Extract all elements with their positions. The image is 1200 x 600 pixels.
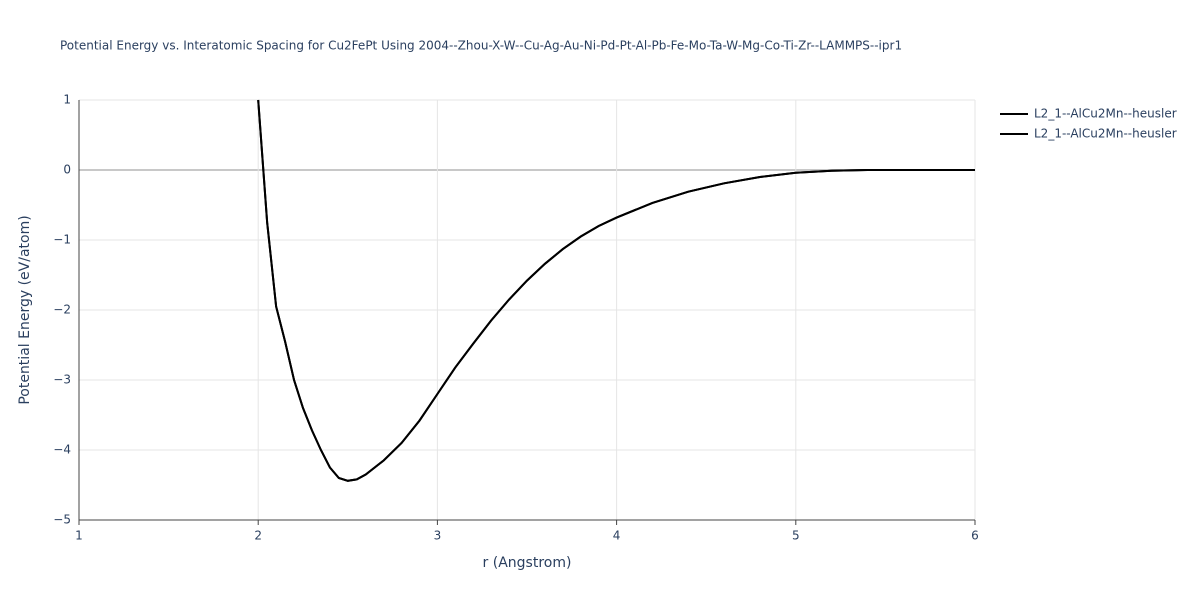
chart-title: Potential Energy vs. Interatomic Spacing… [60,39,902,53]
x-tick-label: 2 [254,529,262,543]
y-tick-label: −1 [53,233,71,247]
y-tick-label: −4 [53,443,71,457]
y-tick-label: −2 [53,303,71,317]
x-tick-label: 4 [613,529,621,543]
y-tick-label: 0 [63,163,71,177]
x-axis-title: r (Angstrom) [483,555,572,571]
x-tick-label: 5 [792,529,800,543]
y-tick-label: −3 [53,373,71,387]
x-tick-label: 3 [434,529,442,543]
y-axis-title: Potential Energy (eV/atom) [17,215,33,404]
line-series [257,99,975,482]
legend-label: L2_1--AlCu2Mn--heusler [1034,107,1177,121]
legend-label: L2_1--AlCu2Mn--heusler [1034,127,1177,141]
x-tick-label: 1 [75,529,83,543]
y-tick-label: 1 [63,93,71,107]
y-tick-label: −5 [53,513,71,527]
x-tick-label: 6 [971,529,979,543]
